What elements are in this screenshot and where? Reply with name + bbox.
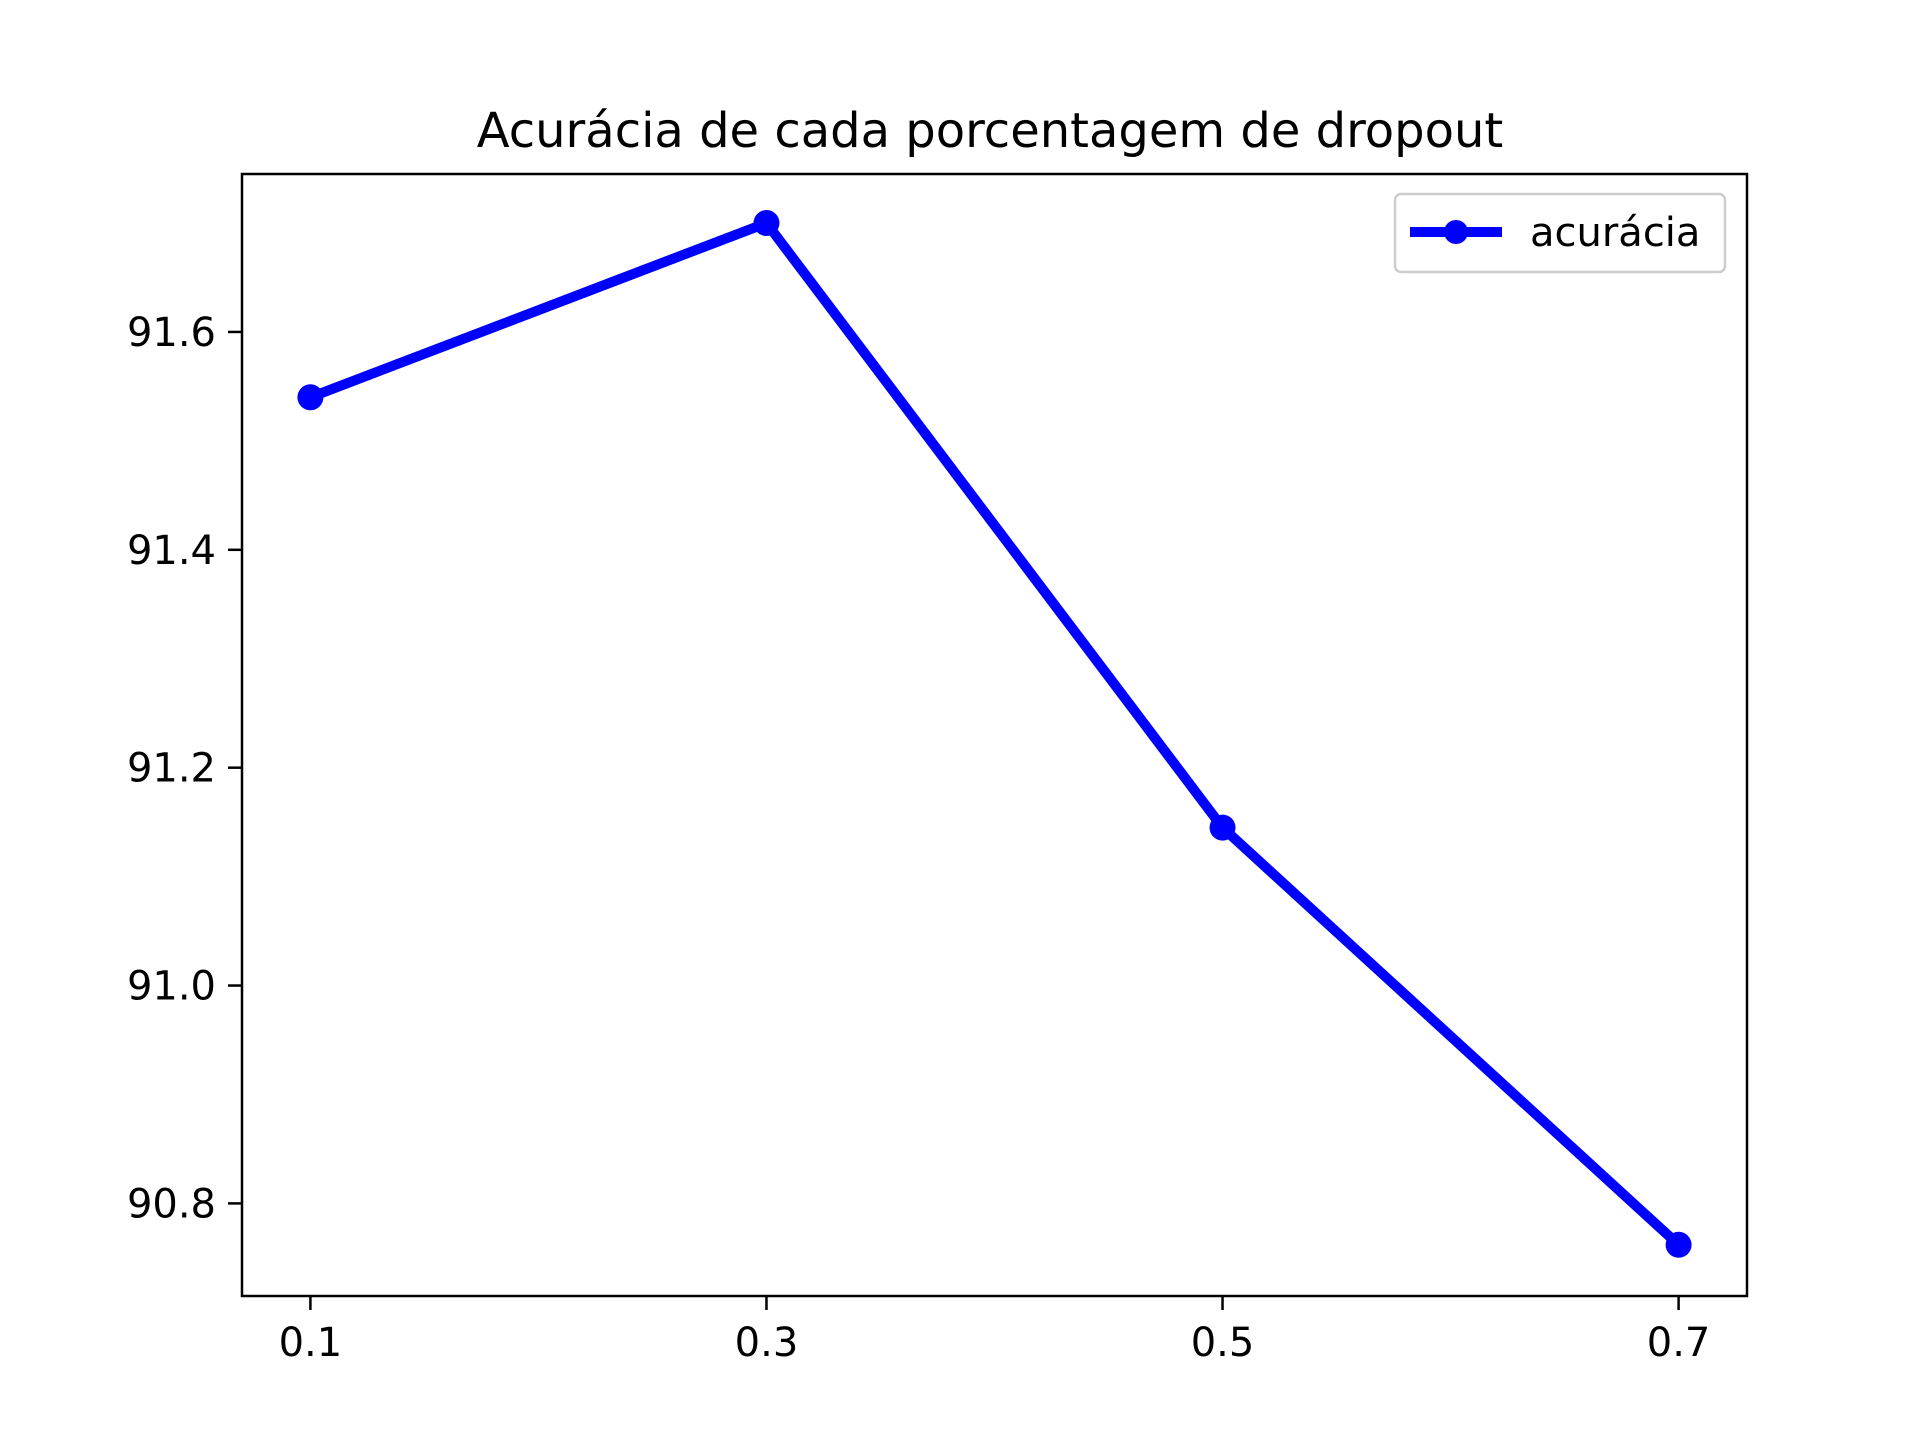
data-point <box>1209 814 1236 841</box>
data-point <box>753 210 780 237</box>
legend-frame <box>1393 192 1727 274</box>
y-tick-label: 91.4 <box>127 528 216 574</box>
legend-label: acurácia <box>1530 210 1700 256</box>
series-layer <box>297 210 1692 1258</box>
series-line-0 <box>305 218 1684 1250</box>
plot-area-frame <box>240 172 1749 1298</box>
x-tick-label: 0.5 <box>1191 1320 1255 1366</box>
y-tick-label: 91.2 <box>127 746 216 792</box>
x-tick-label: 0.7 <box>1647 1320 1711 1366</box>
data-point <box>1665 1231 1692 1258</box>
y-tick-label: 91.6 <box>127 310 216 356</box>
x-tick-label: 0.1 <box>279 1320 343 1366</box>
data-point <box>297 384 324 411</box>
legend-marker <box>1444 220 1468 244</box>
y-tick-label: 91.0 <box>127 964 216 1010</box>
legend: acurácia <box>1393 192 1727 274</box>
x-tick-label: 0.3 <box>735 1320 799 1366</box>
y-axis-ticks: 90.8 91.0 91.2 91.4 91.6 <box>127 310 242 1227</box>
chart-title: Acurácia de cada porcentagem de dropout <box>477 103 1504 159</box>
y-tick-label: 90.8 <box>127 1181 216 1227</box>
x-axis-ticks: 0.1 0.3 0.5 0.7 <box>279 1296 1711 1366</box>
